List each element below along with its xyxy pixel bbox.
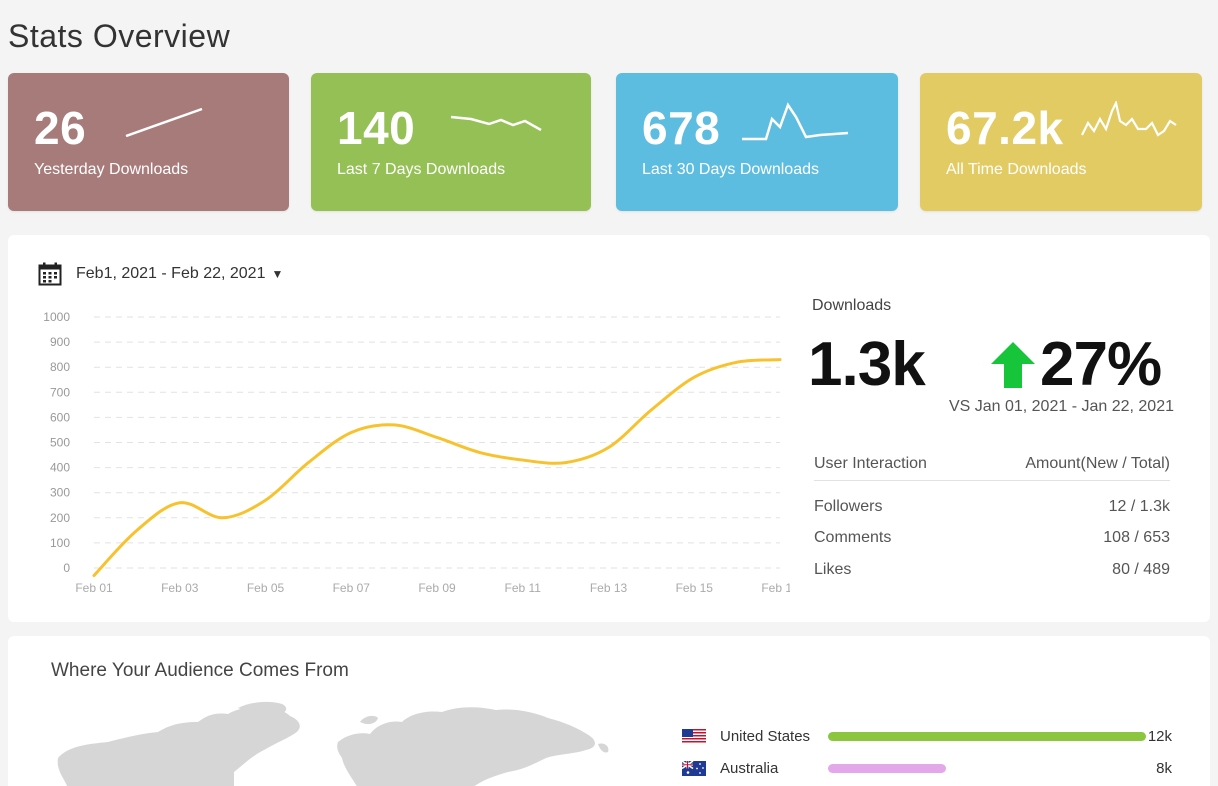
x-tick-label: Feb 09: [418, 581, 456, 595]
downloads-change-value: 27%: [1040, 330, 1162, 399]
country-bar-fill: [828, 763, 946, 773]
row-amount: 12 / 1.3k: [1108, 497, 1170, 515]
country-row-australia: Australia 8k: [682, 757, 1182, 779]
stat-card-yesterday[interactable]: 26 Yesterday Downloads: [8, 73, 289, 211]
stat-card-last-7-days[interactable]: 140 Last 7 Days Downloads: [311, 73, 591, 211]
country-row-united-states: United States 12k: [682, 725, 1182, 747]
row-label: Comments: [814, 529, 892, 547]
x-tick-label: Feb 13: [590, 581, 628, 595]
table-row: Followers 12 / 1.3k: [814, 491, 1170, 523]
country-bar-fill: [828, 731, 1146, 741]
y-tick-label: 400: [50, 461, 70, 475]
header-amount: Amount(New / Total): [1025, 454, 1170, 472]
x-tick-label: Feb 17: [761, 581, 790, 595]
date-range-label: Feb1, 2021 - Feb 22, 2021: [76, 265, 266, 282]
country-amount: 8k: [1156, 759, 1172, 777]
row-label: Likes: [814, 560, 852, 578]
stat-label: Yesterday Downloads: [34, 161, 189, 178]
country-name: Australia: [720, 759, 779, 777]
au-flag-icon: [682, 760, 706, 776]
stat-label: Last 30 Days Downloads: [642, 161, 819, 178]
stat-value: 140: [337, 102, 416, 154]
y-tick-label: 500: [50, 436, 70, 450]
calendar-icon: [38, 262, 62, 286]
sparkline-icon: [125, 107, 203, 138]
stat-card-last-30-days[interactable]: 678 Last 30 Days Downloads: [616, 73, 898, 211]
y-tick-label: 1000: [43, 310, 70, 324]
header-user-interaction: User Interaction: [814, 454, 927, 472]
series-line: [92, 358, 782, 578]
country-bar: [828, 763, 1146, 773]
country-name: United States: [720, 727, 811, 745]
y-tick-label: 200: [50, 511, 70, 525]
date-range-picker[interactable]: Feb1, 2021 - Feb 22, 2021 ▼: [38, 261, 283, 287]
user-interaction-table: User Interaction Amount(New / Total) Fol…: [814, 447, 1170, 586]
sparkline-icon: [742, 102, 849, 141]
table-header: User Interaction Amount(New / Total): [814, 447, 1170, 481]
stat-card-all-time[interactable]: 67.2k All Time Downloads: [920, 73, 1202, 211]
stat-value: 67.2k: [946, 102, 1064, 154]
audience-panel: Where Your Audience Comes From United St…: [8, 636, 1210, 786]
x-tick-label: Feb 11: [505, 581, 542, 595]
x-tick-label: Feb 03: [161, 581, 199, 595]
country-amount: 12k: [1147, 727, 1172, 745]
up-arrow-icon: [991, 341, 1035, 388]
audience-title: Where Your Audience Comes From: [51, 660, 349, 681]
sparkline-icon: [450, 115, 542, 132]
downloads-title: Downloads: [812, 297, 892, 314]
downloads-change: 27%: [990, 329, 1162, 400]
x-tick-label: Feb 05: [247, 581, 285, 595]
downloads-line-chart: 0 100 200 300 400 500 600 700 800 900 1000 Feb 01 Fe…: [43, 310, 790, 595]
page-title: Stats Overview: [8, 18, 231, 54]
y-tick-label: 800: [50, 360, 70, 374]
y-tick-label: 100: [50, 536, 70, 550]
x-tick-label: Feb 07: [333, 581, 371, 595]
y-tick-label: 900: [50, 335, 70, 349]
us-flag-icon: [682, 728, 706, 744]
country-bar: [828, 731, 1146, 741]
y-tick-label: 700: [50, 385, 70, 399]
table-row: Comments 108 / 653: [814, 523, 1170, 555]
world-map-icon: [57, 701, 609, 786]
y-tick-label: 600: [50, 410, 70, 424]
table-row: Likes 80 / 489: [814, 554, 1170, 586]
downloads-compare: VS Jan 01, 2021 - Jan 22, 2021: [948, 398, 1174, 415]
row-amount: 108 / 653: [1103, 529, 1170, 547]
sparkline-icon: [1081, 101, 1177, 137]
y-tick-label: 300: [50, 486, 70, 500]
x-tick-label: Feb 01: [75, 581, 113, 595]
stat-value: 678: [642, 102, 721, 154]
caret-down-icon: ▼: [271, 267, 284, 281]
x-tick-label: Feb 15: [676, 581, 714, 595]
row-amount: 80 / 489: [1112, 560, 1170, 578]
row-label: Followers: [814, 497, 883, 515]
downloads-value: 1.3k: [808, 330, 926, 399]
downloads-panel: Feb1, 2021 - Feb 22, 2021 ▼ 0 100 200 300 40…: [8, 235, 1210, 622]
stat-value: 26: [34, 102, 87, 154]
y-tick-label: 0: [63, 561, 70, 575]
stat-label: Last 7 Days Downloads: [337, 161, 506, 178]
stat-label: All Time Downloads: [946, 161, 1087, 178]
